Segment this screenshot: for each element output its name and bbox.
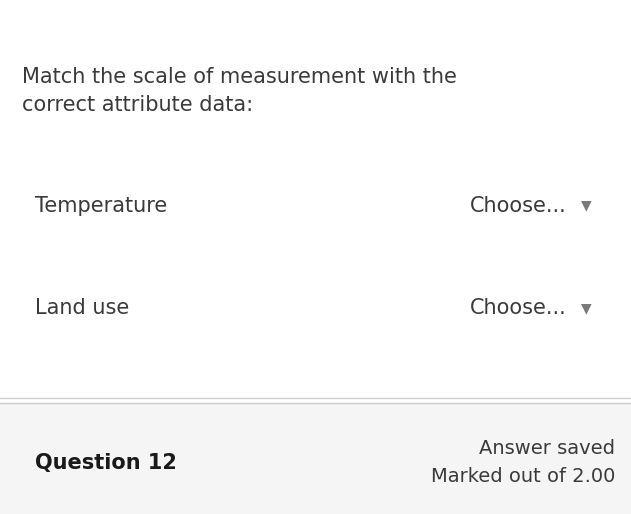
Text: Answer saved
Marked out of 2.00: Answer saved Marked out of 2.00 [431, 439, 615, 486]
Text: Land use: Land use [35, 299, 129, 318]
Text: Choose...: Choose... [470, 299, 567, 318]
Text: Choose...: Choose... [470, 196, 567, 215]
Text: Temperature: Temperature [35, 196, 167, 215]
Text: ▼: ▼ [581, 301, 591, 316]
Text: Question 12: Question 12 [35, 453, 177, 472]
Text: Match the scale of measurement with the
correct attribute data:: Match the scale of measurement with the … [22, 67, 457, 115]
FancyBboxPatch shape [0, 403, 631, 514]
Text: ▼: ▼ [581, 198, 591, 213]
